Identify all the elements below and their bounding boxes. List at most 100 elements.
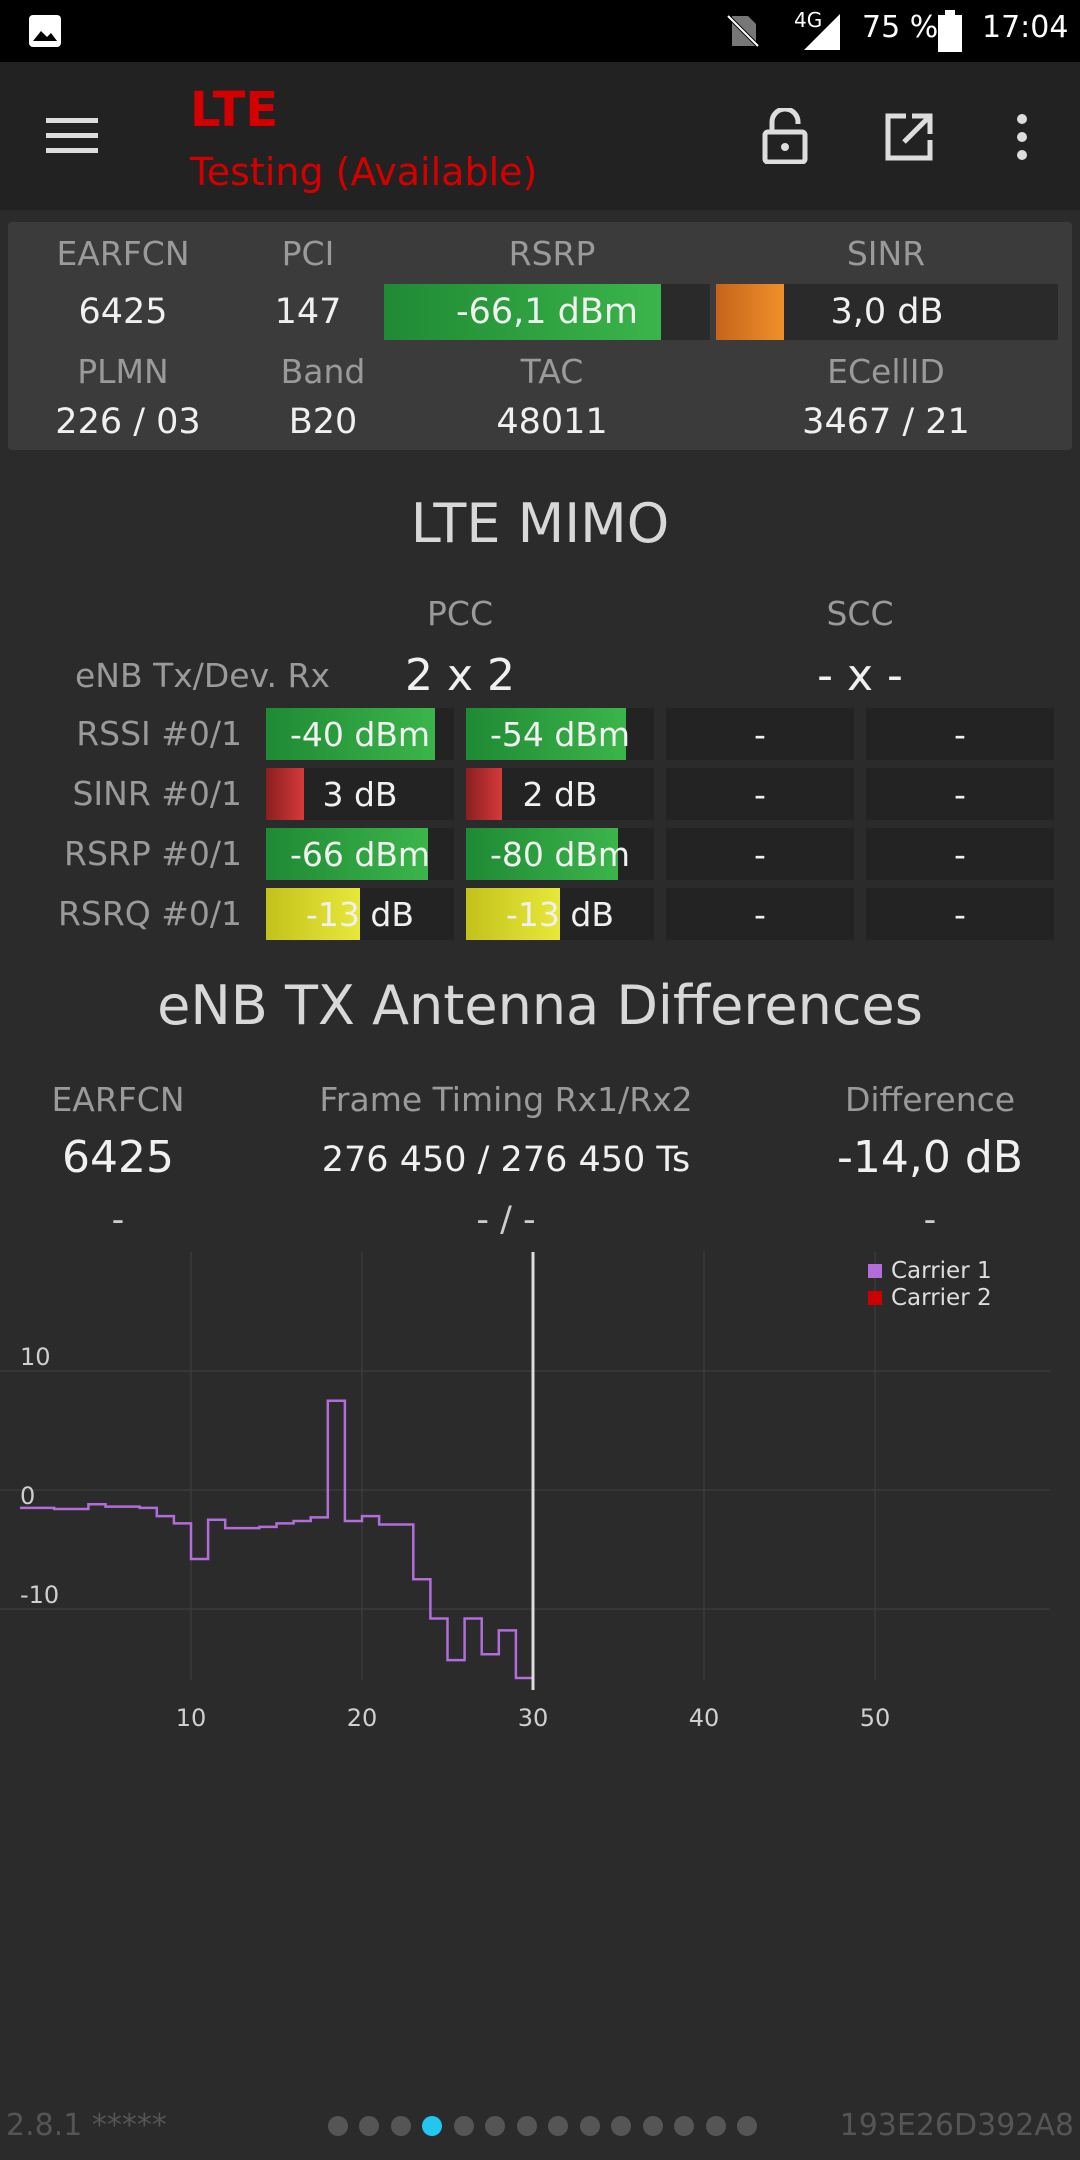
mimo-cell-value: - [754, 894, 766, 934]
page-dot[interactable] [674, 2116, 694, 2136]
app-bar: LTE Testing (Available) [0, 62, 1080, 210]
mimo-cell: -66 dBm [266, 828, 454, 880]
rsrp-label: RSRP [508, 234, 596, 273]
mimo-cell: 3 dB [266, 768, 454, 820]
mimo-cell-value: - [954, 774, 966, 814]
frame-timing-value: 276 450 / 276 450 Ts [321, 1140, 691, 1180]
mimo-cell-fill [466, 768, 502, 820]
mimo-row-label: RSRQ #0/1 [57, 894, 242, 933]
x-tick-label: 40 [689, 1704, 720, 1732]
mimo-cell-value: - [954, 834, 966, 874]
gallery-notification-icon [29, 15, 61, 47]
mimo-cell-value: 2 dB [522, 774, 598, 814]
mimo-cell: -13 dB [266, 888, 454, 940]
mimo-cell-value: -40 dBm [289, 714, 431, 754]
no-sim-icon [726, 14, 760, 48]
page-dot[interactable] [611, 2116, 631, 2136]
mimo-row-label: SINR #0/1 [72, 774, 242, 813]
page-dot[interactable] [516, 2116, 537, 2136]
page-dot[interactable] [737, 2116, 757, 2136]
plmn-value: 226 / 03 [55, 402, 201, 442]
mimo-cell-value: - [954, 714, 966, 754]
mimo-cell: -80 dBm [466, 828, 654, 880]
page-dot[interactable] [422, 2116, 442, 2136]
mimo-cell-fill [266, 888, 360, 940]
mimo-cell: - [866, 828, 1054, 880]
tac-value: 48011 [496, 402, 608, 442]
ecellid-label: ECellID [827, 352, 945, 391]
frame-timing-value-2: - / - [476, 1200, 536, 1240]
antenna-earfcn-value-2: - [111, 1200, 125, 1240]
rsrp-meter: -66,1 dBm [384, 284, 710, 340]
page-dot[interactable] [390, 2116, 411, 2136]
page-dot[interactable] [642, 2116, 663, 2136]
mimo-cell: - [666, 708, 854, 760]
mimo-cell-fill [266, 768, 304, 820]
mimo-cell-value: - [754, 774, 766, 814]
rsrp-meter-fill [384, 284, 662, 340]
pci-value: 147 [274, 292, 342, 332]
device-id: 193E26D392A8 [839, 2108, 1074, 2143]
sinr-meter-fill [716, 284, 785, 340]
menu-icon[interactable] [46, 116, 98, 156]
mimo-cell-fill [466, 708, 626, 760]
mimo-cell: - [666, 828, 854, 880]
legend-label: Carrier 2 [891, 1285, 992, 1311]
x-tick-label: 50 [860, 1704, 891, 1732]
mimo-cell-value: - [754, 714, 766, 754]
mimo-cell-value: -66 dBm [289, 834, 431, 874]
rsrp-value: -66,1 dBm [455, 292, 638, 332]
band-value: B20 [288, 402, 358, 442]
app-version: 2.8.1 ***** [6, 2108, 167, 2143]
mimo-cell-fill [266, 828, 428, 880]
mimo-cell-fill [466, 828, 619, 880]
mimo-row-label: RSSI #0/1 [76, 714, 242, 753]
mimo-cell-fill [466, 888, 560, 940]
page-dot[interactable] [359, 2116, 379, 2136]
page-dot[interactable] [485, 2116, 505, 2136]
scc-txrx-value: - x - [817, 650, 903, 701]
page-dot[interactable] [705, 2116, 726, 2136]
mimo-cell-value: - [754, 834, 766, 874]
clock: 17:04 [982, 10, 1069, 45]
mimo-cell: - [866, 708, 1054, 760]
mimo-cell-value: -13 dB [506, 894, 614, 934]
pci-label: PCI [281, 234, 335, 273]
sinr-meter: 3,0 dB [716, 284, 1058, 340]
app-title: LTE [190, 82, 279, 138]
plmn-label: PLMN [77, 352, 169, 391]
frame-timing-label: Frame Timing Rx1/Rx2 [319, 1080, 693, 1119]
sinr-value: 3,0 dB [830, 292, 944, 332]
more-vert-icon[interactable] [1012, 112, 1032, 162]
mimo-row-label: RSRP #0/1 [64, 834, 242, 873]
page-dot[interactable] [548, 2116, 568, 2136]
ecellid-value: 3467 / 21 [802, 402, 970, 442]
pcc-label: PCC [427, 594, 493, 633]
mimo-cell: -54 dBm [466, 708, 654, 760]
tac-label: TAC [520, 352, 584, 391]
txrx-label: eNB Tx/Dev. Rx [74, 656, 330, 695]
mimo-cell: -13 dB [466, 888, 654, 940]
x-tick-label: 10 [176, 1704, 207, 1732]
antenna-earfcn-label: EARFCN [51, 1080, 185, 1119]
difference-label: Difference [844, 1080, 1016, 1119]
mimo-cell-value: -13 dB [306, 894, 414, 934]
network-type: 4G [794, 8, 823, 32]
mimo-cell: 2 dB [466, 768, 654, 820]
page-dot[interactable] [453, 2116, 474, 2136]
x-tick-label: 30 [518, 1704, 549, 1732]
lock-icon[interactable] [762, 108, 808, 164]
earfcn-label: EARFCN [56, 234, 190, 273]
open-external-icon[interactable] [884, 112, 934, 162]
page-indicator[interactable] [0, 2108, 1080, 2144]
serving-cell-card: EARFCN PCI RSRP SINR 6425 147 -66,1 dBm … [8, 222, 1072, 450]
page-dot[interactable] [327, 2116, 348, 2136]
antenna-title: eNB TX Antenna Differences [157, 974, 923, 1037]
y-tick-label: -10 [20, 1581, 59, 1609]
mimo-cell: - [866, 768, 1054, 820]
difference-value-2: - [923, 1200, 937, 1240]
page-dot[interactable] [579, 2116, 600, 2136]
x-tick-label: 20 [347, 1704, 378, 1732]
app-subtitle: Testing (Available) [190, 150, 538, 194]
